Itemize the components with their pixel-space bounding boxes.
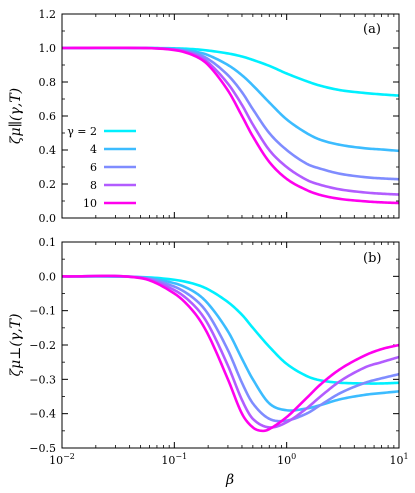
series-line-gamma-8 <box>62 274 399 429</box>
y-tick-label: 0.4 <box>39 144 57 157</box>
legend-label: 6 <box>90 161 97 174</box>
y-tick-label: 0.0 <box>39 270 57 283</box>
panel-b-series <box>62 274 399 433</box>
panel-b-ylabel: ζμ⊥(γ,T) <box>8 314 24 377</box>
x-tick-label: 100 <box>277 452 296 467</box>
series-line-gamma-4 <box>62 275 399 412</box>
y-tick-label: 0.0 <box>39 212 57 225</box>
y-tick-label: −0.3 <box>29 373 56 386</box>
x-tick-label: 10−1 <box>161 452 187 467</box>
legend-label: γ = 2 <box>67 125 97 138</box>
series-line-gamma-10 <box>62 274 399 433</box>
legend-label: 8 <box>90 179 97 192</box>
panel-a-ylabel: ζμ∥(γ,T) <box>8 88 24 144</box>
y-tick-label: −0.5 <box>29 442 56 455</box>
y-tick-label: −0.1 <box>29 305 56 318</box>
y-tick-label: 1.0 <box>39 42 57 55</box>
series-line-gamma-10 <box>62 46 399 205</box>
y-tick-label: 1.2 <box>39 8 57 21</box>
legend-label: 10 <box>83 197 97 210</box>
y-tick-label: 0.2 <box>39 178 57 191</box>
y-tick-label: 0.1 <box>39 236 57 249</box>
y-tick-label: −0.4 <box>29 408 56 421</box>
panel-b-ticks: 10−2 10−1 100 101−0.5−0.4−0.3−0.2−0.10.00.1 <box>29 236 408 467</box>
x-axis-label: β <box>225 472 234 488</box>
x-tick-label: 101 <box>389 452 408 467</box>
panel-b-label: (b) <box>363 251 381 266</box>
y-tick-label: 0.6 <box>39 110 57 123</box>
series-line-gamma-2 <box>62 275 399 385</box>
series-line-gamma-4 <box>62 46 399 153</box>
panel-b-frame <box>61 241 400 449</box>
legend-label: 4 <box>90 143 97 156</box>
panel-a-label: (a) <box>363 22 381 37</box>
panel-a-series <box>62 46 399 205</box>
panel-a-ticks: 0.0 0.2 0.4 0.6 0.8 1.0 1.2 <box>39 8 400 225</box>
legend: γ = 2 4 6 8 10 <box>67 125 136 210</box>
panel-a-frame <box>61 13 400 219</box>
series-line-gamma-8 <box>62 46 399 196</box>
y-tick-label: 0.8 <box>39 76 57 89</box>
panel-b: 10−2 10−1 100 101−0.5−0.4−0.3−0.2−0.10.00.1… <box>8 236 409 467</box>
y-tick-label: −0.2 <box>29 339 56 352</box>
series-line-gamma-6 <box>62 274 399 423</box>
panel-a: 0.0 0.2 0.4 0.6 0.8 1.0 1.2 (a) ζμ∥(γ,T) γ = 2… <box>8 8 400 225</box>
